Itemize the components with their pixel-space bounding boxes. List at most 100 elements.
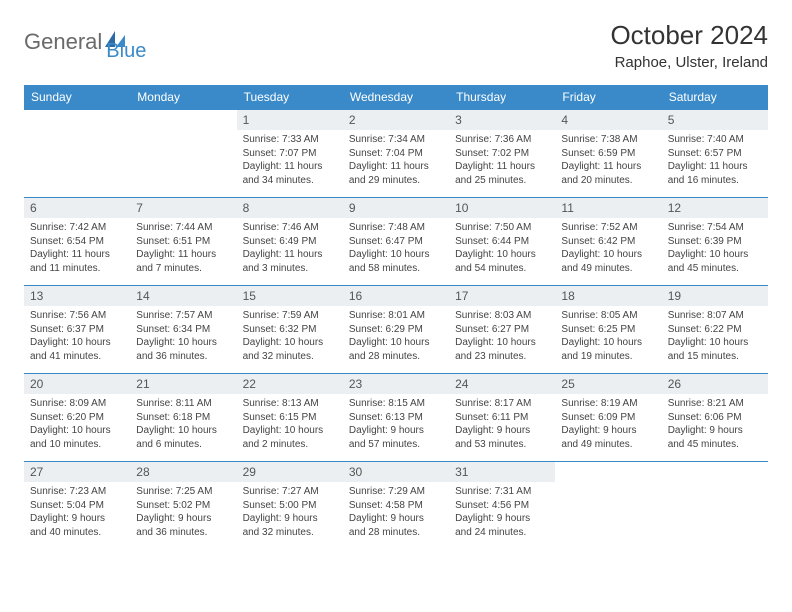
sunrise-text: Sunrise: 7:23 AM	[30, 486, 106, 497]
sunrise-text: Sunrise: 7:27 AM	[243, 486, 319, 497]
day-detail: Sunrise: 8:09 AMSunset: 6:20 PMDaylight:…	[24, 394, 130, 454]
day-number: 10	[449, 198, 555, 218]
day-number: 12	[662, 198, 768, 218]
sunset-text: Sunset: 7:07 PM	[243, 148, 317, 159]
sunset-text: Sunset: 6:13 PM	[349, 412, 423, 423]
daylight-text: Daylight: 11 hours and 25 minutes.	[455, 161, 535, 186]
sunrise-text: Sunrise: 7:29 AM	[349, 486, 425, 497]
day-detail: Sunrise: 7:42 AMSunset: 6:54 PMDaylight:…	[24, 218, 130, 278]
day-cell-7: 7Sunrise: 7:44 AMSunset: 6:51 PMDaylight…	[130, 198, 236, 286]
day-cell-24: 24Sunrise: 8:17 AMSunset: 6:11 PMDayligh…	[449, 374, 555, 462]
sunset-text: Sunset: 7:02 PM	[455, 148, 529, 159]
day-detail: Sunrise: 8:05 AMSunset: 6:25 PMDaylight:…	[555, 306, 661, 366]
sunrise-text: Sunrise: 7:42 AM	[30, 222, 106, 233]
day-detail: Sunrise: 7:59 AMSunset: 6:32 PMDaylight:…	[237, 306, 343, 366]
day-detail: Sunrise: 7:50 AMSunset: 6:44 PMDaylight:…	[449, 218, 555, 278]
sunrise-text: Sunrise: 7:33 AM	[243, 134, 319, 145]
day-number: 30	[343, 462, 449, 482]
day-number: 9	[343, 198, 449, 218]
day-number: 19	[662, 286, 768, 306]
day-header-tuesday: Tuesday	[237, 85, 343, 110]
logo: General Blue	[24, 20, 146, 63]
daylight-text: Daylight: 10 hours and 49 minutes.	[561, 249, 642, 274]
calendar-table: SundayMondayTuesdayWednesdayThursdayFrid…	[24, 85, 768, 550]
daylight-text: Daylight: 9 hours and 57 minutes.	[349, 425, 424, 450]
day-number: 16	[343, 286, 449, 306]
day-detail: Sunrise: 8:07 AMSunset: 6:22 PMDaylight:…	[662, 306, 768, 366]
day-detail: Sunrise: 7:31 AMSunset: 4:56 PMDaylight:…	[449, 482, 555, 542]
daylight-text: Daylight: 11 hours and 7 minutes.	[136, 249, 216, 274]
sunrise-text: Sunrise: 8:03 AM	[455, 310, 531, 321]
sunset-text: Sunset: 6:20 PM	[30, 412, 104, 423]
daylight-text: Daylight: 10 hours and 23 minutes.	[455, 337, 536, 362]
day-cell-2: 2Sunrise: 7:34 AMSunset: 7:04 PMDaylight…	[343, 110, 449, 198]
daylight-text: Daylight: 9 hours and 49 minutes.	[561, 425, 636, 450]
day-number: 13	[24, 286, 130, 306]
daylight-text: Daylight: 10 hours and 15 minutes.	[668, 337, 749, 362]
sunset-text: Sunset: 6:11 PM	[455, 412, 528, 423]
sunrise-text: Sunrise: 7:46 AM	[243, 222, 319, 233]
day-cell-4: 4Sunrise: 7:38 AMSunset: 6:59 PMDaylight…	[555, 110, 661, 198]
daylight-text: Daylight: 9 hours and 40 minutes.	[30, 513, 105, 538]
daylight-text: Daylight: 10 hours and 2 minutes.	[243, 425, 324, 450]
title-block: October 2024 Raphoe, Ulster, Ireland	[610, 20, 768, 71]
day-number: 14	[130, 286, 236, 306]
day-number: 5	[662, 110, 768, 130]
day-number: 20	[24, 374, 130, 394]
sunset-text: Sunset: 6:57 PM	[668, 148, 742, 159]
sunrise-text: Sunrise: 7:57 AM	[136, 310, 212, 321]
sunset-text: Sunset: 4:58 PM	[349, 500, 423, 511]
day-number: 25	[555, 374, 661, 394]
day-detail: Sunrise: 8:21 AMSunset: 6:06 PMDaylight:…	[662, 394, 768, 454]
logo-text-1: General	[24, 29, 102, 55]
day-number: 17	[449, 286, 555, 306]
day-number: 21	[130, 374, 236, 394]
daylight-text: Daylight: 9 hours and 53 minutes.	[455, 425, 530, 450]
sunset-text: Sunset: 4:56 PM	[455, 500, 529, 511]
sunset-text: Sunset: 6:39 PM	[668, 236, 742, 247]
daylight-text: Daylight: 10 hours and 36 minutes.	[136, 337, 217, 362]
day-cell-30: 30Sunrise: 7:29 AMSunset: 4:58 PMDayligh…	[343, 462, 449, 550]
sunset-text: Sunset: 6:09 PM	[561, 412, 635, 423]
day-detail: Sunrise: 7:23 AM Sunset: 5:04 PM Daylight:…	[24, 482, 130, 542]
daylight-text: Daylight: 10 hours and 58 minutes.	[349, 249, 430, 274]
sunrise-text: Sunrise: 8:17 AM	[455, 398, 531, 409]
daylight-text: Daylight: 11 hours and 34 minutes.	[243, 161, 323, 186]
day-detail: Sunrise: 7:38 AMSunset: 6:59 PMDaylight:…	[555, 130, 661, 190]
daylight-text: Daylight: 10 hours and 19 minutes.	[561, 337, 642, 362]
empty-cell	[555, 462, 661, 550]
location: Raphoe, Ulster, Ireland	[610, 54, 768, 71]
sunset-text: Sunset: 6:06 PM	[668, 412, 742, 423]
sunrise-text: Sunrise: 7:25 AM	[136, 486, 212, 497]
daylight-text: Daylight: 10 hours and 54 minutes.	[455, 249, 536, 274]
sunrise-text: Sunrise: 7:34 AM	[349, 134, 425, 145]
day-cell-11: 11Sunrise: 7:52 AMSunset: 6:42 PMDayligh…	[555, 198, 661, 286]
sunrise-text: Sunrise: 7:44 AM	[136, 222, 212, 233]
day-detail: Sunrise: 7:54 AMSunset: 6:39 PMDaylight:…	[662, 218, 768, 278]
day-number: 23	[343, 374, 449, 394]
sunset-text: Sunset: 6:54 PM	[30, 236, 104, 247]
sunrise-text: Sunrise: 7:31 AM	[455, 486, 531, 497]
sunset-text: Sunset: 6:37 PM	[30, 324, 104, 335]
day-cell-26: 26Sunrise: 8:21 AMSunset: 6:06 PMDayligh…	[662, 374, 768, 462]
sunrise-text: Sunrise: 8:01 AM	[349, 310, 425, 321]
day-number: 7	[130, 198, 236, 218]
sunrise-text: Sunrise: 8:07 AM	[668, 310, 744, 321]
day-detail: Sunrise: 7:46 AMSunset: 6:49 PMDaylight:…	[237, 218, 343, 278]
day-detail: Sunrise: 7:27 AMSunset: 5:00 PMDaylight:…	[237, 482, 343, 542]
daylight-text: Daylight: 10 hours and 32 minutes.	[243, 337, 324, 362]
day-number: 6	[24, 198, 130, 218]
sunset-text: Sunset: 5:00 PM	[243, 500, 317, 511]
daylight-text: Daylight: 9 hours and 36 minutes.	[136, 513, 211, 538]
sunrise-text: Sunrise: 7:54 AM	[668, 222, 744, 233]
empty-cell	[662, 462, 768, 550]
day-number: 31	[449, 462, 555, 482]
day-detail: Sunrise: 7:34 AMSunset: 7:04 PMDaylight:…	[343, 130, 449, 190]
daylight-text: Daylight: 11 hours and 20 minutes.	[561, 161, 641, 186]
day-header-row: SundayMondayTuesdayWednesdayThursdayFrid…	[24, 85, 768, 110]
day-number: 26	[662, 374, 768, 394]
day-cell-21: 21Sunrise: 8:11 AMSunset: 6:18 PMDayligh…	[130, 374, 236, 462]
sunset-text: Sunset: 5:04 PM	[30, 500, 104, 511]
day-cell-29: 29Sunrise: 7:27 AMSunset: 5:00 PMDayligh…	[237, 462, 343, 550]
calendar-body: 1Sunrise: 7:33 AMSunset: 7:07 PMDaylight…	[24, 110, 768, 550]
